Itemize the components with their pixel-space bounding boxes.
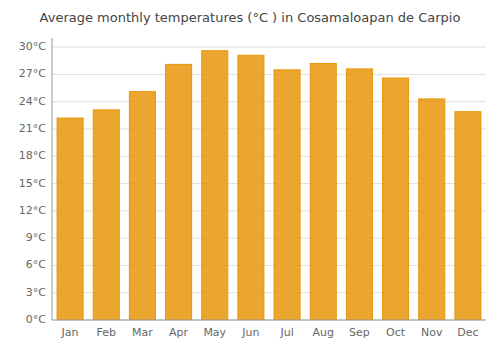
y-tick-label: 0°C [26,313,46,326]
y-tick-label: 3°C [26,286,46,299]
x-axis: Jan Feb Mar Apr May Jun Jul Aug Sep Oct Nov Dec [52,320,486,339]
x-tick-label: Aug [313,326,334,339]
bar [238,55,264,320]
grid-line [52,47,486,48]
x-tick-label: Mar [132,326,153,339]
y-tick-label: 24°C [19,95,46,108]
bar [57,118,83,320]
bar [274,70,300,320]
x-tick-label: Dec [457,326,478,339]
y-tick-label: 9°C [26,231,46,244]
x-tick-label: Nov [421,326,443,339]
bar [202,51,228,320]
y-tick-label: 12°C [19,204,46,217]
grid-line [52,320,486,321]
x-axis-line [52,320,486,321]
y-tick-label: 15°C [19,177,46,190]
y-tick-label: 6°C [26,258,46,271]
x-tick-label: Jul [279,326,293,339]
bar [129,92,155,320]
bar [93,110,119,320]
y-tick-label: 27°C [19,67,46,80]
chart-container: 0°C 3°C 6°C 9°C 12°C 15°C 18°C 21°C 24°C 27°C 30°C… [0,0,500,350]
chart: 0°C 3°C 6°C 9°C 12°C 15°C 18°C 21°C 24°C 27°C 30°C… [0,0,500,350]
page: {"chart_data": {"type": "bar", "title": … [0,0,500,350]
x-tick-label: Feb [97,326,116,339]
title: Average monthly temperatures (°C ) in Co… [40,10,461,25]
x-tick-label: Apr [169,326,189,339]
bar [346,69,372,320]
x-tick-label: Oct [386,326,406,339]
x-tick-label: Jan [61,326,79,339]
y-axis-line [52,38,53,320]
bar [455,112,481,320]
bar [419,99,445,320]
y-tick-label: 21°C [19,122,46,135]
x-tick-label: Sep [349,326,370,339]
y-tick-label: 30°C [19,40,46,53]
y-tick-label: 18°C [19,149,46,162]
x-tick-label: May [203,326,226,339]
x-tick-label: Jun [241,326,259,339]
bar [310,63,336,320]
bar [383,78,409,320]
bars [57,51,481,320]
y-axis: 0°C 3°C 6°C 9°C 12°C 15°C 18°C 21°C 24°C 27°C 30°C [19,38,486,326]
grid-line [52,74,486,75]
bar [166,64,192,320]
